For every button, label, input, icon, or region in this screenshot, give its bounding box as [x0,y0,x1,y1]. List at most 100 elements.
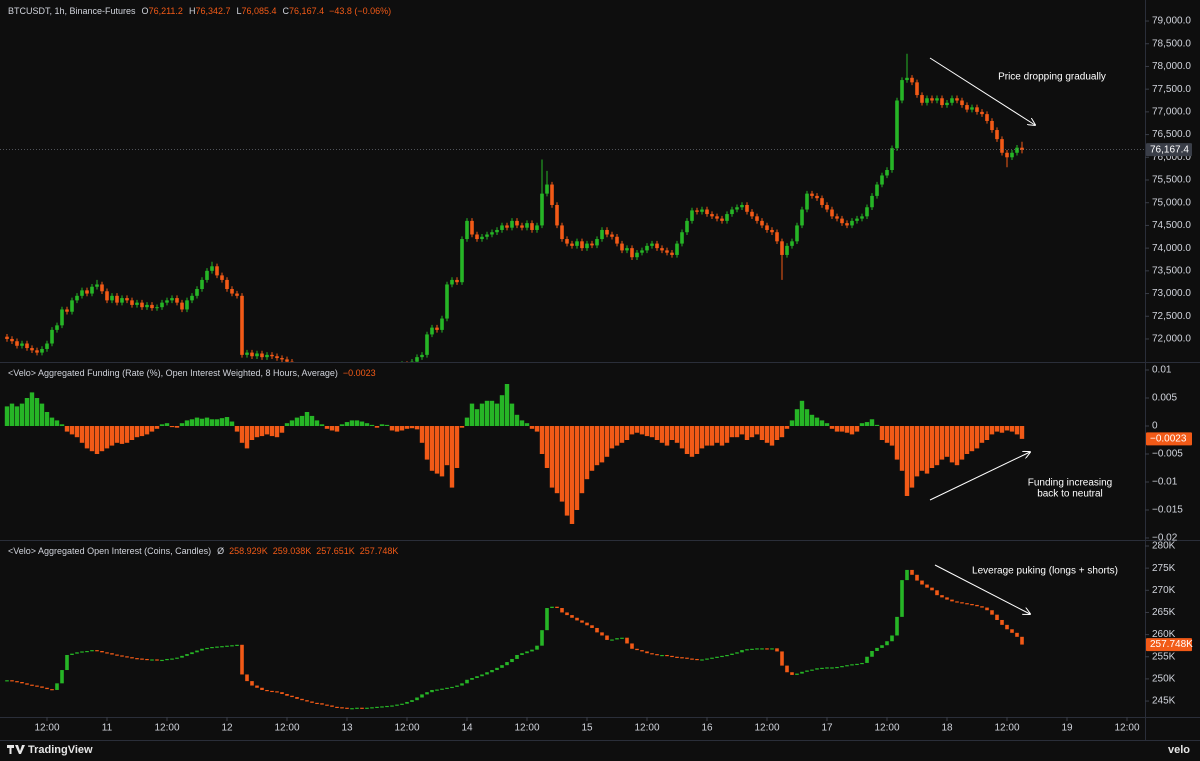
funding-bar [269,425,275,437]
oi-candle [970,604,974,606]
funding-bar [44,412,50,426]
oi-candle [455,685,459,687]
pane-legend: BTCUSDT, 1h, Binance-Futures O76,211.2 H76… [8,6,391,16]
oi-candle [125,656,129,658]
oi-candle [310,701,314,703]
candle-body [975,107,979,112]
candle-body [950,98,954,103]
oi-candle [590,625,594,628]
funding-bar [984,425,990,440]
oi-candle [120,655,124,657]
candle-body [90,286,94,294]
y-tick-label: 77,000.0 [1152,107,1191,118]
funding-bar [549,425,555,488]
oi-candle [945,597,949,600]
funding-bar [494,403,500,426]
candle-body [995,130,999,140]
candle-body [60,309,64,326]
funding-bar [304,412,310,426]
funding-bar [784,425,790,429]
oi-candle [850,664,854,666]
candle-body [475,234,479,240]
candle-body [165,300,169,303]
x-tick-label: 18 [941,723,953,734]
oi-candle [880,645,884,648]
candle-body [35,350,39,353]
funding-pane [4,384,1025,524]
y-tick-label: −0.01 [1152,477,1178,488]
oi-candle [525,651,529,654]
oi-candle [675,656,679,658]
oi-candle [360,707,364,709]
candle-body [85,290,89,294]
oi-candle [530,649,534,652]
funding-bar [34,398,40,426]
legend-value: 76,342.7 [195,6,230,16]
funding-bar [4,406,10,426]
candle-body [780,241,784,255]
oi-candle [725,654,729,657]
candle-body [700,209,704,212]
candle-body [690,210,694,221]
oi-candle [755,648,759,650]
x-tick-label: 13 [341,723,353,734]
overlay: BTCUSDT, 1h, Binance-Futures O76,211.2 H76… [8,6,1118,614]
candle-body [135,302,139,305]
candle-body [1015,147,1019,153]
oi-candle [820,667,824,670]
x-tick-label: 12:00 [1114,723,1139,734]
candle-body [505,225,509,228]
oi-candle [780,651,784,666]
oi-candle [170,658,174,660]
candle-body [210,266,214,271]
oi-candle [280,692,284,694]
oi-candle [960,602,964,604]
oi-candle [420,694,424,698]
oi-candle [720,655,724,658]
oi-candle [990,610,994,615]
funding-bar [329,425,335,431]
candle-body [880,175,884,185]
funding-bar [444,425,450,466]
candle-body [935,98,939,101]
funding-bar [849,425,855,435]
axes: 12:00 11 12:00 12 12:00 13 12:00 14 12:00 15 12:00… [34,16,1193,734]
oi-candle [80,651,84,653]
oi-candle [140,658,144,660]
candle-body [275,356,279,359]
oi-candle [40,686,44,688]
candle-body [260,353,264,358]
candle-body [635,252,639,258]
legend-key: Ø [217,546,224,556]
candle-body [205,270,209,280]
candle-body [175,298,179,303]
funding-bar [184,420,190,426]
candle-body [915,82,919,96]
candle-body [145,304,149,308]
funding-bar [589,425,595,471]
oi-candle [580,620,584,623]
oi-candle [130,657,134,659]
funding-bar [244,425,250,449]
funding-bar [279,425,285,433]
candle-body [855,218,859,221]
oi-candle [790,672,794,675]
candle-body [945,102,949,106]
candle-body [590,243,594,246]
oi-candle [385,705,389,708]
candle-body [850,220,854,226]
candle-body [955,98,959,101]
oi-candle [950,599,954,602]
oi-candle [860,662,864,665]
funding-bar [59,424,65,426]
oi-candle [795,673,799,675]
oi-candle [425,692,429,695]
y-tick-label: −0.02 [1152,533,1178,544]
candle-body [450,279,454,285]
funding-bar [744,425,750,440]
candle-body [265,354,269,358]
oi-candle [255,685,259,688]
oi-candle [55,683,59,690]
candle-body [765,225,769,230]
candle-body [420,354,424,358]
